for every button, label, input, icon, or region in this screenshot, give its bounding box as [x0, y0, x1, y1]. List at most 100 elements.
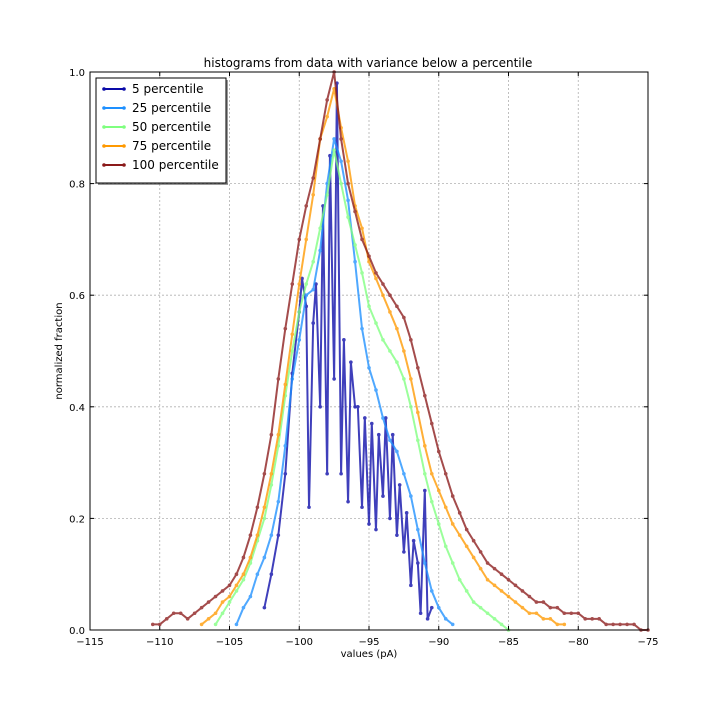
data-point	[506, 594, 511, 599]
data-point	[450, 561, 455, 565]
data-point	[402, 349, 406, 353]
data-point	[290, 349, 295, 353]
data-point	[388, 293, 392, 298]
data-point	[374, 321, 378, 325]
data-point	[276, 377, 281, 381]
data-point	[283, 471, 288, 476]
data-point	[383, 416, 388, 420]
data-point	[363, 416, 367, 420]
data-point	[283, 382, 288, 387]
data-point	[478, 566, 483, 571]
data-point	[583, 617, 588, 621]
data-point	[318, 248, 322, 253]
data-point	[416, 410, 420, 415]
data-point	[402, 471, 406, 476]
data-point	[360, 505, 364, 510]
legend-marker	[122, 163, 126, 167]
data-point	[290, 377, 295, 381]
data-point	[213, 622, 218, 627]
data-point	[548, 617, 553, 621]
data-point	[423, 561, 427, 565]
data-point	[269, 533, 274, 537]
data-point	[199, 622, 204, 627]
data-point	[206, 600, 211, 604]
data-point	[381, 293, 385, 298]
data-point	[492, 566, 497, 571]
data-point	[416, 527, 420, 532]
series-layer	[150, 70, 650, 632]
data-point	[311, 259, 316, 264]
y-tick-label: 0.0	[69, 626, 85, 637]
data-point	[346, 215, 350, 219]
data-point	[353, 405, 357, 409]
data-point	[241, 577, 246, 582]
data-point	[555, 605, 560, 610]
data-point	[332, 148, 336, 152]
legend-marker	[122, 87, 126, 91]
legend-marker	[102, 144, 106, 148]
data-point	[220, 611, 225, 616]
data-point	[436, 522, 441, 526]
data-point	[541, 600, 546, 604]
data-point	[464, 544, 469, 549]
data-point	[304, 204, 309, 208]
legend-entry-label: 50 percentile	[132, 120, 211, 134]
data-point	[402, 377, 406, 381]
data-point	[276, 432, 281, 437]
data-point	[332, 137, 336, 141]
data-point	[541, 617, 546, 621]
data-point	[381, 338, 385, 342]
data-point	[450, 522, 455, 526]
series-line	[235, 137, 454, 626]
data-point	[395, 326, 399, 331]
data-point	[492, 583, 497, 588]
legend-marker	[102, 87, 106, 91]
data-point	[367, 304, 371, 309]
data-point	[307, 505, 311, 510]
data-point	[611, 622, 615, 627]
data-point	[471, 538, 476, 543]
data-point	[297, 237, 302, 242]
data-point	[416, 438, 420, 443]
data-point	[492, 617, 497, 621]
data-point	[206, 617, 211, 621]
data-point	[520, 589, 525, 593]
data-point	[604, 622, 608, 627]
data-point	[276, 533, 281, 537]
data-point	[150, 622, 155, 627]
data-point	[318, 137, 322, 141]
data-point	[513, 600, 518, 604]
legend-marker	[122, 125, 126, 129]
data-point	[353, 259, 357, 264]
data-point	[353, 209, 357, 214]
data-point	[332, 377, 336, 381]
chart-title: histograms from data with variance below…	[204, 56, 533, 70]
y-tick-label: 0.8	[69, 180, 85, 191]
data-point	[485, 561, 490, 565]
data-point	[409, 494, 413, 498]
data-point	[409, 405, 413, 409]
data-point	[471, 600, 476, 604]
data-point	[325, 98, 329, 102]
data-point	[311, 176, 316, 180]
data-point	[404, 511, 409, 515]
y-tick-label: 1.0	[69, 68, 85, 79]
data-point	[562, 611, 567, 616]
data-point	[234, 583, 239, 588]
data-point	[395, 304, 399, 309]
data-point	[429, 499, 434, 504]
data-point	[485, 611, 490, 616]
data-point	[381, 494, 385, 498]
data-point	[248, 533, 253, 537]
data-point	[234, 572, 239, 576]
data-point	[220, 589, 225, 593]
x-tick-label: −95	[358, 637, 379, 648]
data-point	[590, 617, 594, 621]
data-point	[241, 605, 246, 610]
data-point	[429, 471, 434, 476]
data-point	[283, 444, 288, 448]
legend-marker	[122, 144, 126, 148]
data-point	[416, 561, 420, 565]
x-tick-label: −100	[286, 637, 313, 648]
data-point	[534, 600, 539, 604]
